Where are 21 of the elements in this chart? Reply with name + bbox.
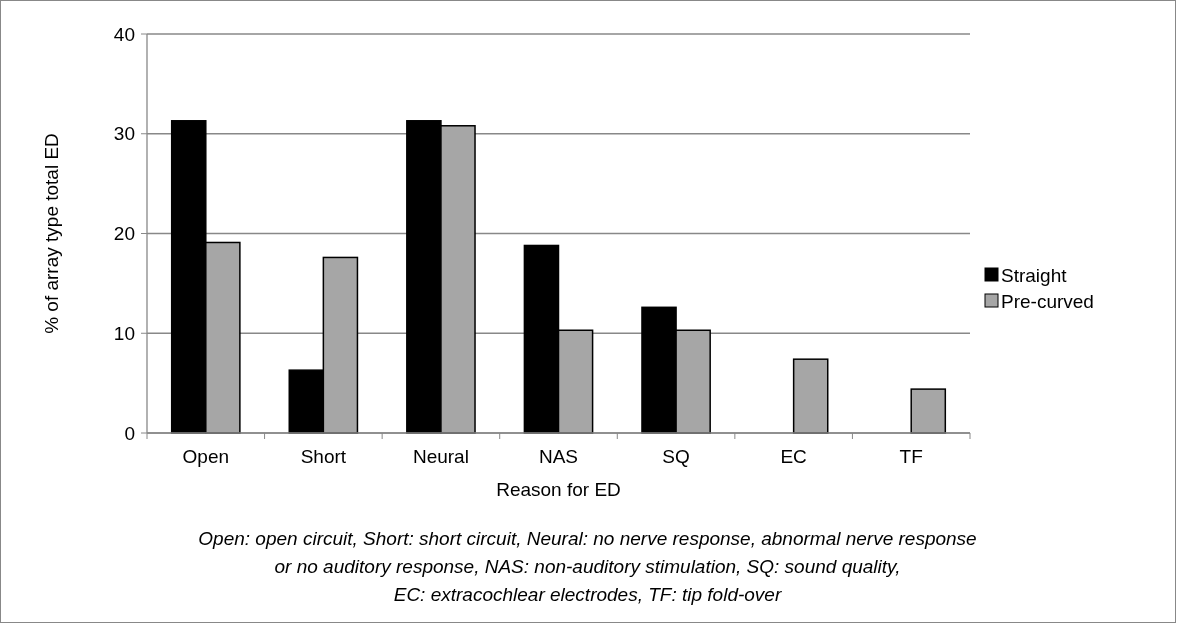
x-tick-label: SQ	[662, 446, 690, 467]
x-tick-label: NAS	[538, 446, 579, 467]
legend-label: Straight	[1001, 264, 1068, 286]
legend-label: Pre-curved	[1001, 290, 1094, 312]
bar	[910, 388, 947, 434]
y-axis-title: % of array type total ED	[41, 133, 62, 334]
text: or no auditory response, NAS: non-auditory stimulation, SQ: sound quality,	[274, 556, 901, 577]
text: EC: extracochlear electrodes, TF: tip fold-over	[393, 584, 782, 605]
y-tick-label: 30	[113, 123, 135, 145]
bar	[792, 358, 829, 434]
text: Open: open circuit, Short: short circuit, Neural: no nerve response, abnormal nerve response	[198, 528, 977, 549]
x-axis-title: Reason for ED	[496, 479, 621, 500]
x-tick-label: TF	[899, 446, 923, 467]
y-tick-label: 0	[124, 422, 135, 444]
x-tick-label: Open	[182, 446, 230, 467]
y-tick-label: 20	[113, 223, 135, 245]
x-tick-label: Neural	[412, 446, 469, 467]
x-tick-label: EC	[780, 446, 807, 467]
y-tick-label: 40	[113, 23, 135, 45]
x-tick-label: Short	[300, 446, 347, 467]
y-tick-label: 10	[113, 322, 135, 344]
